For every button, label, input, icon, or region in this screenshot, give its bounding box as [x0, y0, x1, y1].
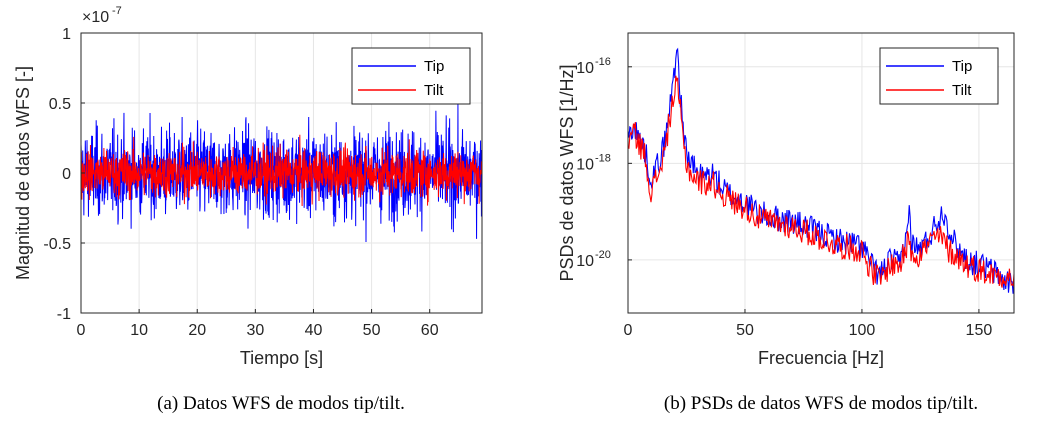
psd-y-tick-exponent: -20 — [595, 249, 611, 261]
time-x-tick-label: 20 — [188, 322, 206, 339]
psd-y-tick-label: 10 — [576, 253, 594, 270]
time-x-tick-label: 40 — [305, 322, 323, 339]
psd-x-tick-label: 0 — [624, 322, 633, 339]
psd-series-line-tip — [627, 47, 1015, 294]
time-x-tick-label: 10 — [130, 322, 148, 339]
psd-x-axis-label: Frecuencia [Hz] — [758, 348, 884, 368]
time-x-axis-label: Tiempo [s] — [240, 348, 323, 368]
time-legend-box — [351, 47, 471, 105]
time-x-tick-label: 30 — [246, 322, 264, 339]
time-series-panel: 0 10 20 30 40 50 60 -1 -0.5 0 0.5 1 ×10 -7 Tiempo [… — [13, 5, 483, 414]
psd-x-tick-label: 100 — [849, 322, 876, 339]
time-exponent-power: -7 — [112, 5, 122, 17]
psd-legend-label-tip: Tip — [952, 58, 972, 75]
time-y-tick-label: -1 — [57, 306, 71, 323]
time-x-tick-label: 60 — [421, 322, 439, 339]
time-legend-label-tip: Tip — [424, 58, 444, 75]
time-series-line-tilt — [80, 134, 483, 207]
caption-a: (a) Datos WFS de modos tip/tilt. — [157, 393, 405, 414]
psd-y-axis-label: PSDs de datos WFS [1/Hz] — [557, 64, 577, 281]
psd-axes-box — [627, 32, 1015, 314]
psd-y-tick-exponent: -18 — [595, 152, 611, 164]
psd-y-tick-label: 10 — [576, 156, 594, 173]
caption-b: (b) PSDs de datos WFS de modos tip/tilt. — [664, 393, 978, 414]
time-ticks: 0 10 20 30 40 50 60 -1 -0.5 0 0.5 1 — [43, 26, 438, 339]
psd-legend-box — [879, 47, 999, 105]
time-y-tick-label: 1 — [62, 26, 71, 43]
time-legend: Tip Tilt — [351, 47, 471, 105]
psd-y-tick-label: 10 — [576, 60, 594, 77]
time-legend-label-tilt: Tilt — [424, 82, 444, 99]
time-plot-area — [80, 104, 483, 243]
psd-x-tick-label: 50 — [736, 322, 754, 339]
time-y-tick-label: 0 — [62, 166, 71, 183]
time-x-tick-label: 50 — [363, 322, 381, 339]
psd-series-line-tilt — [627, 75, 1015, 288]
psd-y-tick-exponent: -16 — [595, 56, 611, 68]
time-exponent-base: ×10 — [82, 9, 109, 26]
time-x-tick-label: 0 — [77, 322, 86, 339]
time-y-axis-label: Magnitud de datos WFS [-] — [13, 66, 33, 280]
time-y-tick-label: 0.5 — [49, 96, 71, 113]
psd-legend-label-tilt: Tilt — [952, 82, 972, 99]
time-y-tick-label: -0.5 — [43, 236, 71, 253]
psd-plot-area — [627, 47, 1015, 294]
psd-legend: Tip Tilt — [879, 47, 999, 105]
psd-x-tick-label: 150 — [966, 322, 993, 339]
